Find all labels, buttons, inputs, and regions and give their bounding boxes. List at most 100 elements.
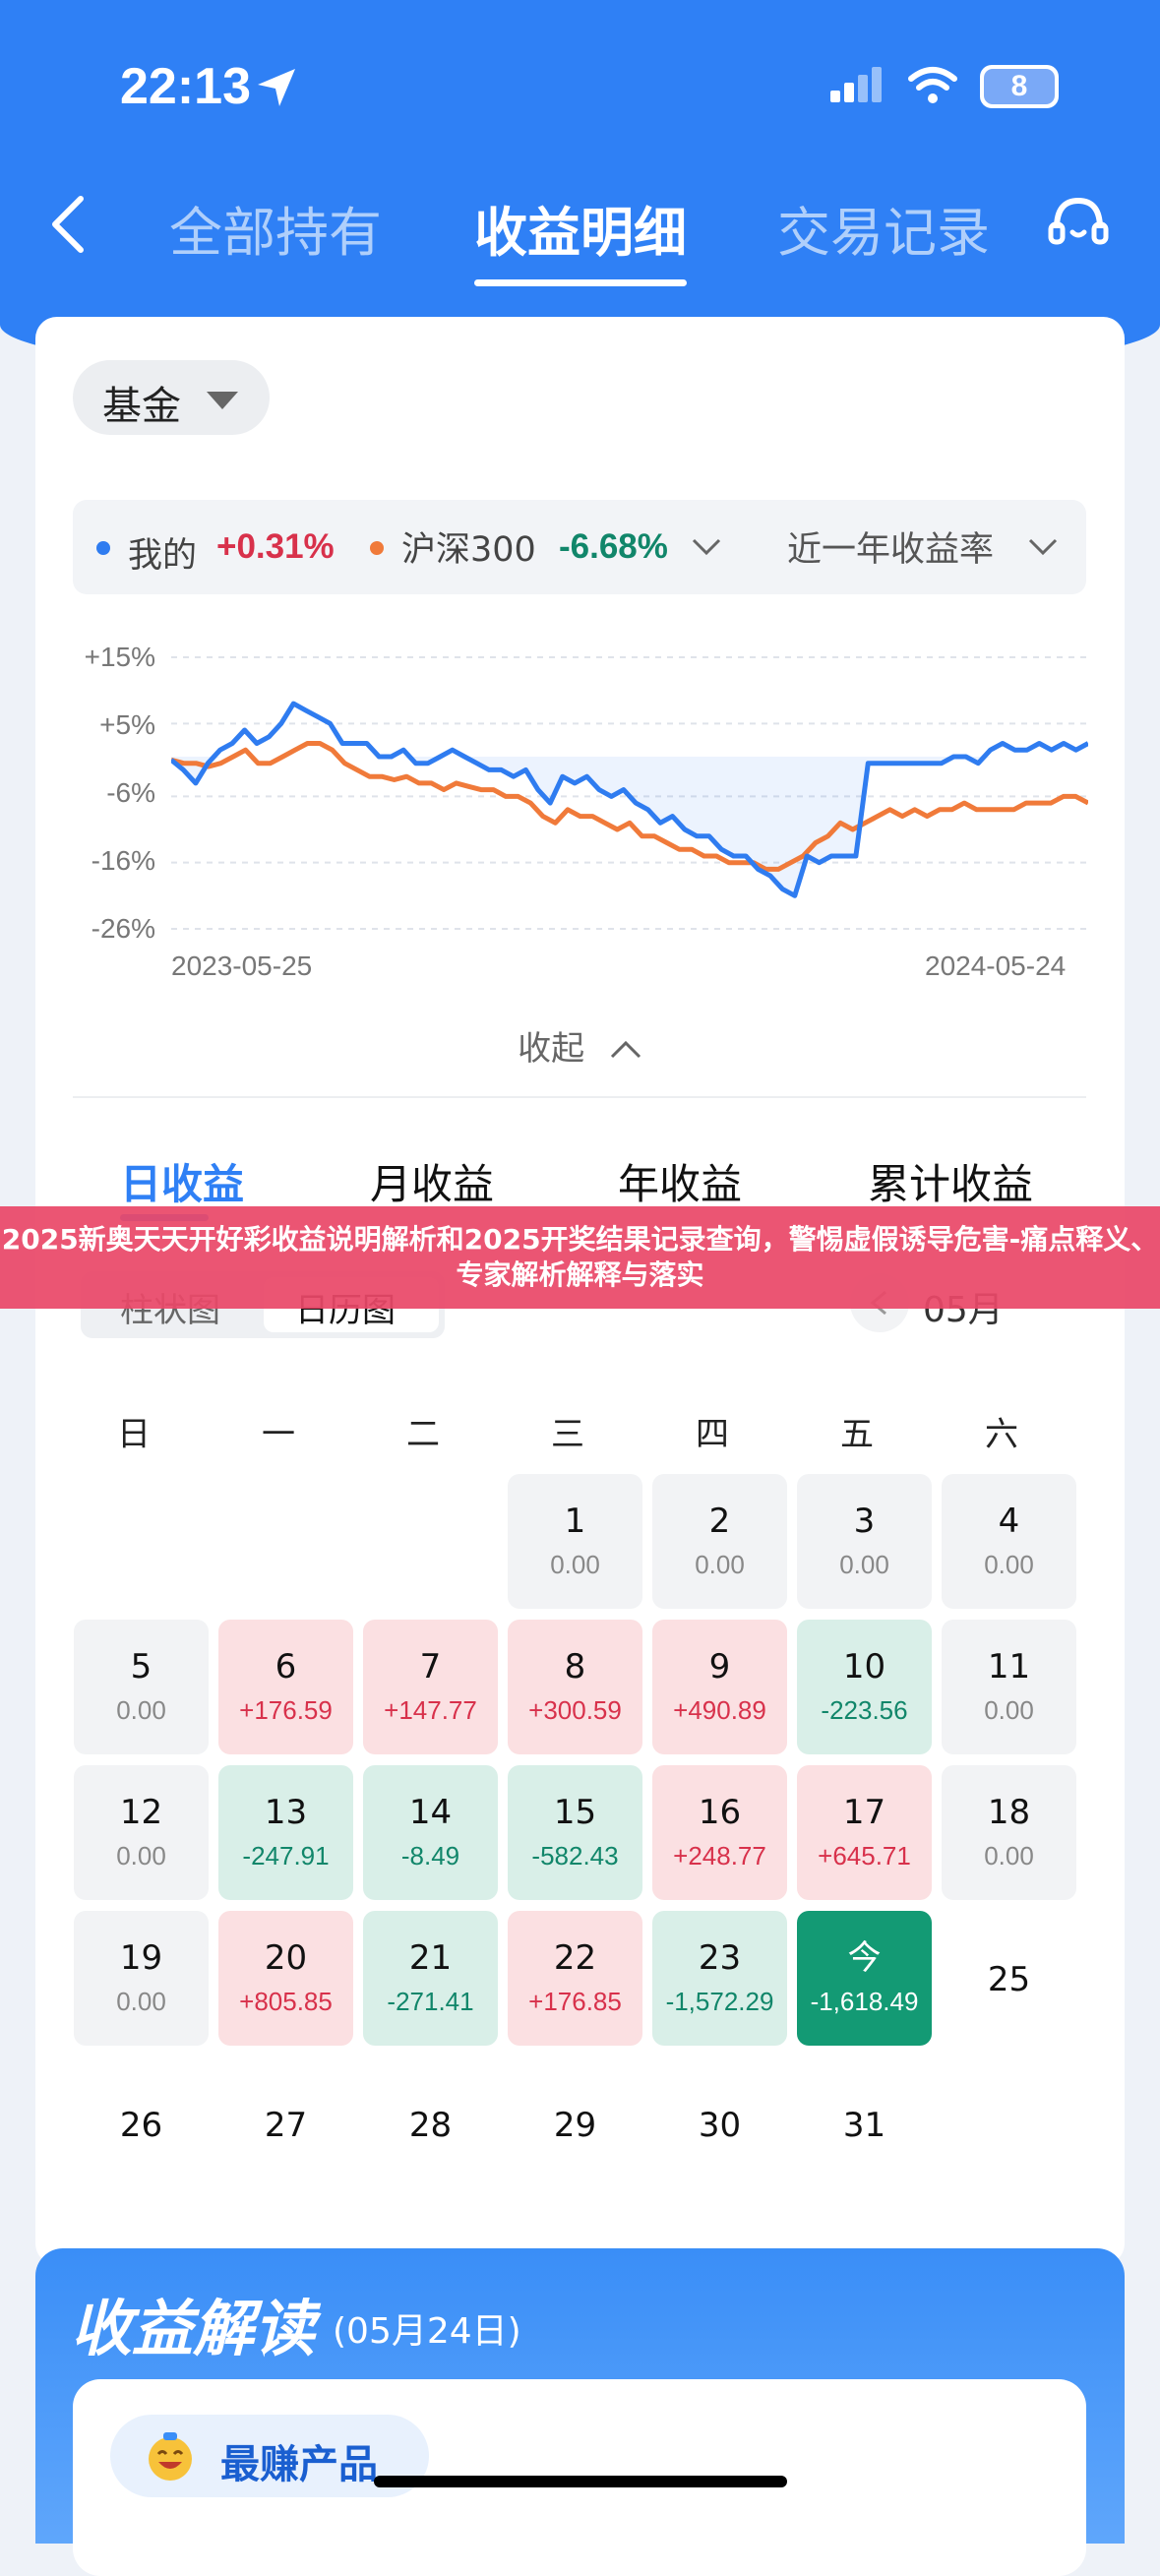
mine-legend-label: 我的 [128, 536, 198, 576]
calendar-day[interactable]: 7 +147.77 [363, 1620, 498, 1754]
calendar-day[interactable]: 15 -582.43 [508, 1765, 642, 1900]
calendar-day[interactable]: 16 +248.77 [652, 1765, 787, 1900]
calendar-day[interactable]: 8 +300.59 [508, 1620, 642, 1754]
weekday-label: 日 [117, 1415, 151, 1454]
calendar-day[interactable]: 28 [363, 2056, 498, 2191]
day-number: 8 [564, 1647, 586, 1687]
index-selector[interactable]: 沪深300 [401, 521, 536, 572]
y-tick: -26% [91, 913, 155, 944]
calendar-day[interactable]: 1 0.00 [508, 1474, 642, 1609]
weekday-label: 六 [985, 1415, 1018, 1454]
mine-series-line [171, 701, 1088, 898]
day-income: 0.00 [116, 1987, 166, 2016]
chevron-down-icon[interactable] [691, 537, 722, 557]
calendar-day[interactable]: 26 [74, 2056, 209, 2191]
day-number: 12 [119, 1793, 163, 1832]
day-number: 15 [553, 1793, 597, 1832]
customer-service-icon[interactable] [1043, 189, 1114, 260]
day-number: 7 [419, 1647, 442, 1687]
tab-yearly-income[interactable]: 年收益 [618, 1160, 743, 1208]
calendar-day[interactable]: 30 [652, 2056, 787, 2191]
weekday-label: 四 [696, 1415, 729, 1454]
calendar-day[interactable]: 29 [508, 2056, 642, 2191]
tab-all-holdings[interactable]: 全部持有 [169, 202, 382, 264]
tab-trade-records[interactable]: 交易记录 [777, 202, 990, 264]
day-number: 2 [708, 1502, 731, 1541]
day-number: 14 [408, 1793, 453, 1832]
calendar-day[interactable]: 6 +176.59 [218, 1620, 353, 1754]
day-income: 0.00 [984, 1695, 1034, 1725]
calendar-day[interactable]: 11 0.00 [942, 1620, 1076, 1754]
day-income: -8.49 [400, 1841, 460, 1871]
day-number: 29 [553, 2106, 597, 2145]
day-income: -582.43 [531, 1841, 619, 1871]
location-arrow-icon [258, 69, 295, 106]
day-number: 5 [130, 1647, 153, 1687]
weekday-label: 三 [551, 1415, 584, 1454]
collapse-chart-button[interactable]: 收起 [0, 1021, 1160, 1070]
calendar-day[interactable]: 21 -271.41 [363, 1911, 498, 2046]
calendar-day[interactable]: 5 0.00 [74, 1620, 209, 1754]
day-number: 10 [842, 1647, 886, 1687]
day-income: 0.00 [116, 1841, 166, 1871]
tab-income-detail[interactable]: 收益明细 [474, 202, 687, 264]
calendar-day[interactable]: 14 -8.49 [363, 1765, 498, 1900]
day-income: +805.85 [239, 1987, 333, 2016]
day-income: -271.41 [387, 1987, 474, 2016]
index-return-value: -6.68% [559, 527, 668, 566]
day-income: +490.89 [673, 1695, 766, 1725]
calendar-day[interactable]: 10 -223.56 [797, 1620, 932, 1754]
calendar-day[interactable]: 12 0.00 [74, 1765, 209, 1900]
day-income: 0.00 [550, 1550, 600, 1579]
calendar-day[interactable]: 25 [942, 1911, 1076, 2046]
signal-icon [830, 67, 882, 102]
day-income: 0.00 [839, 1550, 889, 1579]
day-income: -247.91 [242, 1841, 330, 1871]
return-line-chart[interactable] [171, 630, 1088, 945]
calendar-day[interactable]: 18 0.00 [942, 1765, 1076, 1900]
day-income: 0.00 [984, 1841, 1034, 1871]
tab-monthly-income[interactable]: 月收益 [370, 1160, 495, 1208]
active-tab-underline [474, 279, 687, 286]
y-tick: +15% [84, 642, 155, 672]
calendar-day[interactable]: 22 +176.85 [508, 1911, 642, 2046]
back-chevron-icon[interactable] [47, 193, 91, 256]
day-number: 21 [408, 1938, 453, 1978]
smiling-face-icon [149, 2432, 192, 2481]
fund-filter-label: 基金 [102, 384, 181, 429]
promo-banner[interactable]: 2025新奥天天开好彩收益说明解析和2025开奖结果记录查询，警惕虚假诱导危害-… [0, 1206, 1160, 1309]
calendar-day[interactable]: 20 +805.85 [218, 1911, 353, 2046]
calendar-day[interactable]: 31 [797, 2056, 932, 2191]
calendar-day[interactable]: 23 -1,572.29 [652, 1911, 787, 2046]
mine-legend-dot [96, 541, 110, 555]
calendar-day[interactable]: 13 -247.91 [218, 1765, 353, 1900]
home-indicator [374, 2476, 787, 2487]
calendar-day[interactable]: 3 0.00 [797, 1474, 932, 1609]
calendar-day[interactable]: 27 [218, 2056, 353, 2191]
calendar-day-today[interactable]: 今 -1,618.49 [797, 1911, 932, 2046]
calendar-day[interactable]: 17 +645.71 [797, 1765, 932, 1900]
wifi-icon [908, 67, 957, 103]
chevron-up-icon [610, 1040, 641, 1059]
day-number: 13 [264, 1793, 308, 1832]
top-product-chip[interactable]: 最赚产品 [110, 2415, 429, 2497]
collapse-label: 收起 [518, 1029, 585, 1069]
x-start-label: 2023-05-25 [171, 951, 313, 981]
calendar-day[interactable]: 19 0.00 [74, 1911, 209, 2046]
day-number: 6 [275, 1647, 297, 1687]
day-number: 3 [853, 1502, 876, 1541]
day-number: 4 [998, 1502, 1020, 1541]
range-chevron-down-icon[interactable] [1027, 537, 1059, 557]
day-number: 26 [119, 2106, 163, 2145]
calendar-day[interactable]: 2 0.00 [652, 1474, 787, 1609]
tab-cumulative-income[interactable]: 累计收益 [868, 1160, 1034, 1208]
calendar-day[interactable]: 9 +490.89 [652, 1620, 787, 1754]
calendar-day[interactable]: 4 0.00 [942, 1474, 1076, 1609]
y-tick: -6% [106, 777, 155, 808]
weekday-label: 五 [840, 1415, 874, 1454]
tab-daily-income[interactable]: 日收益 [120, 1160, 245, 1208]
day-number: 11 [987, 1647, 1031, 1687]
range-selector[interactable]: 近一年收益率 [787, 521, 994, 572]
fund-filter-dropdown[interactable]: 基金 [73, 360, 270, 435]
interpretation-date: (05月24日) [333, 2311, 521, 2352]
